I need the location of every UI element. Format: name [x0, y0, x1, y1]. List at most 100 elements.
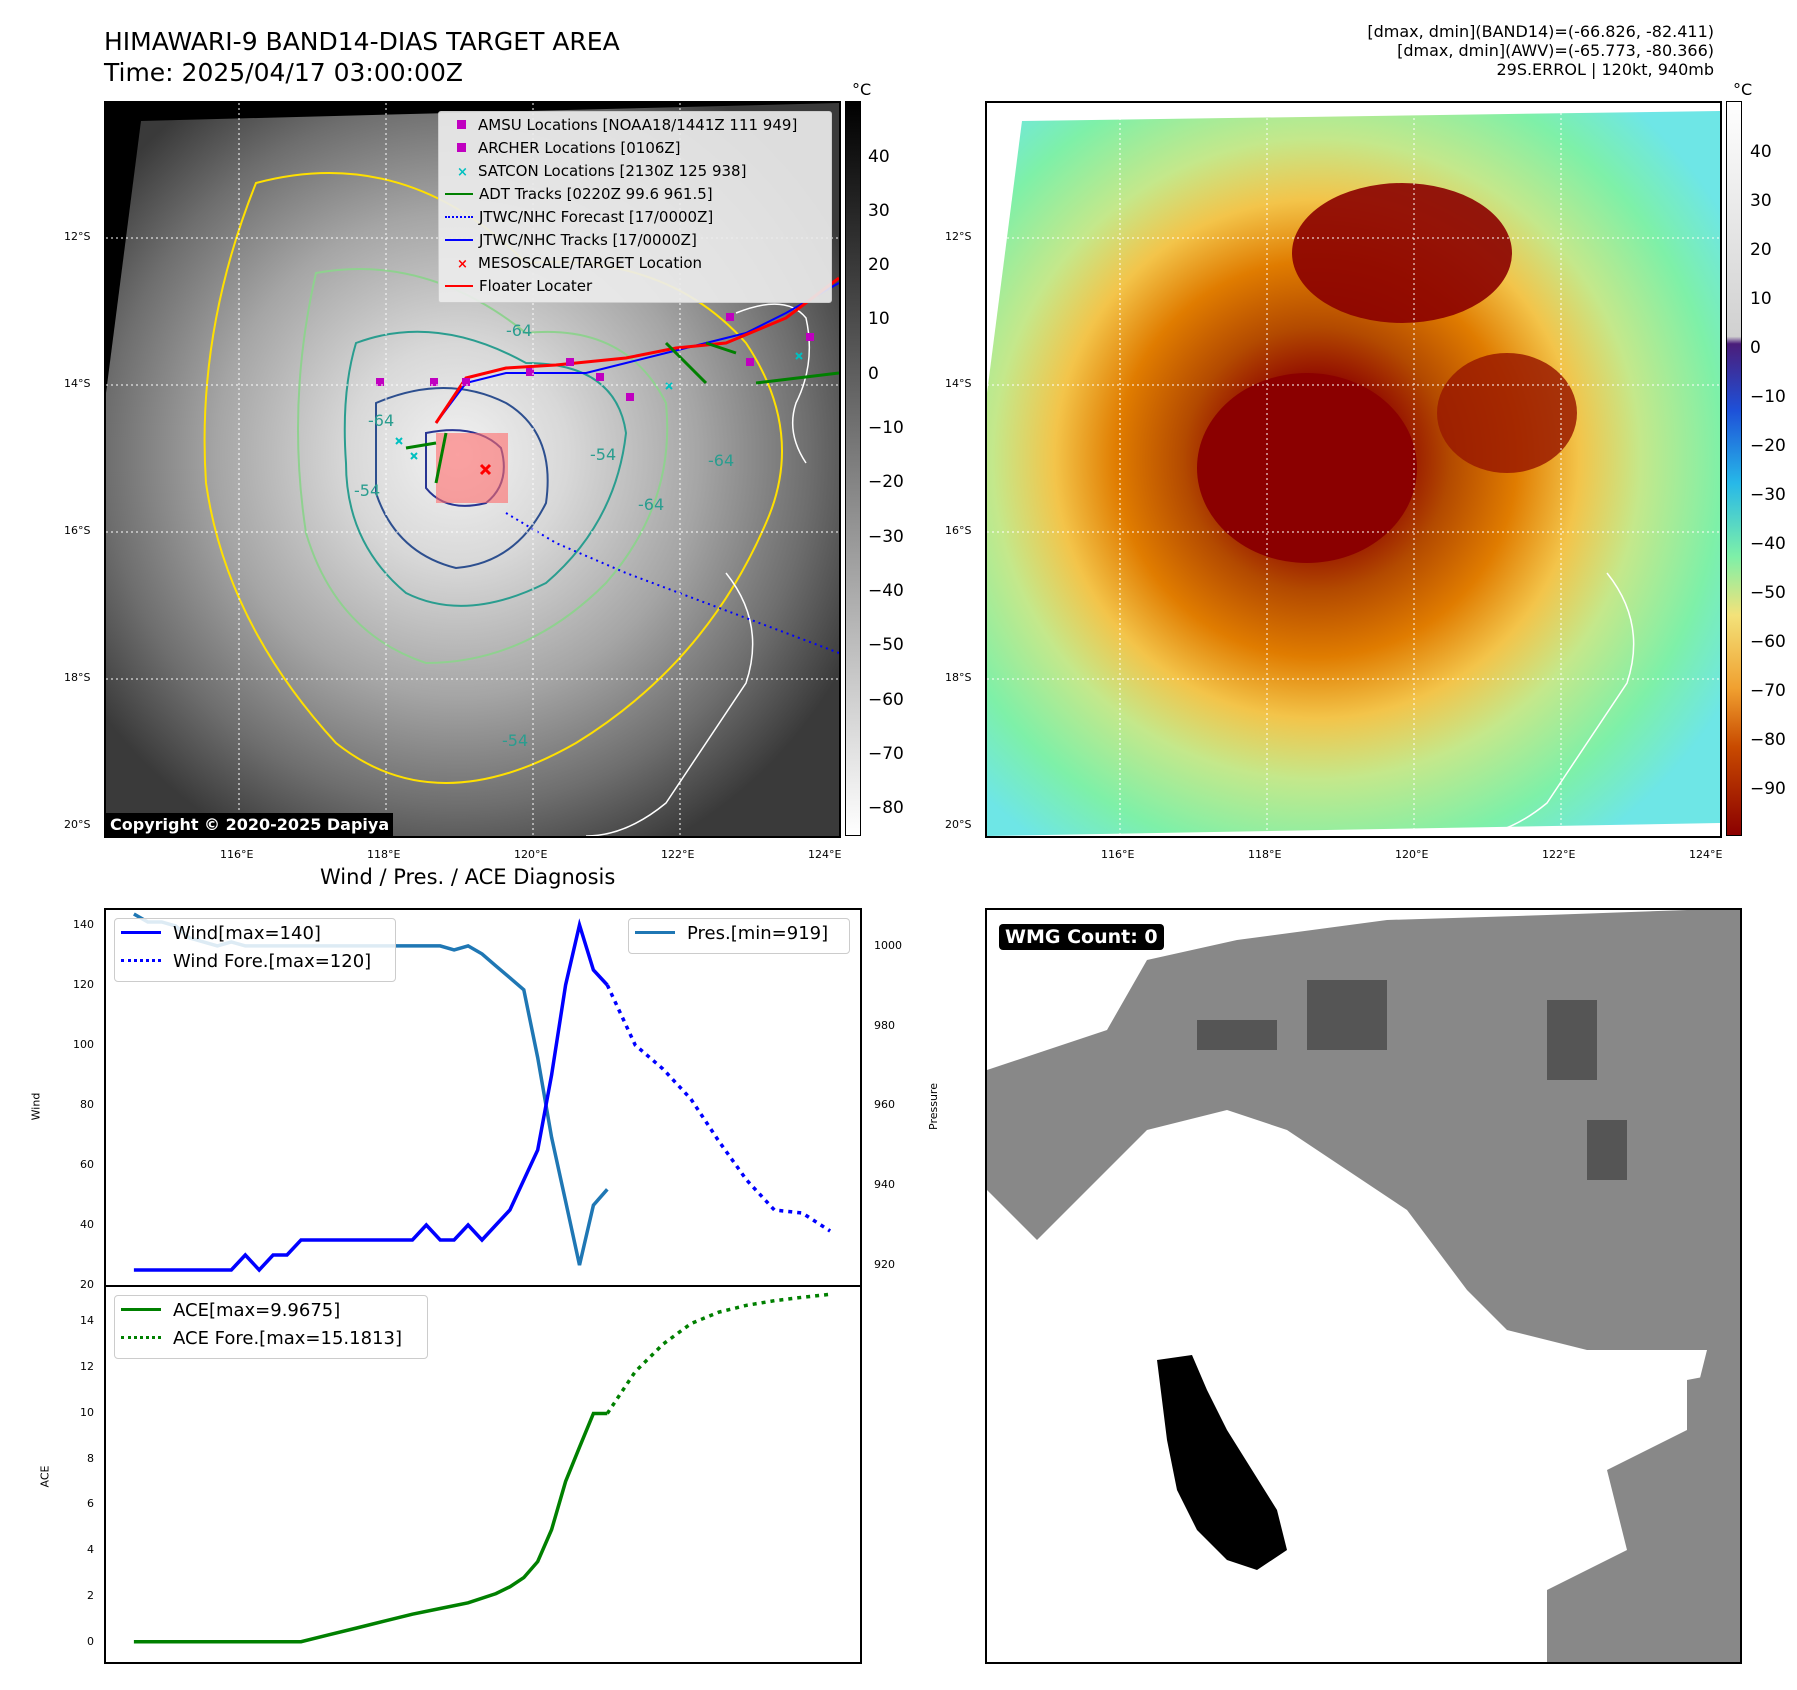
- pressure-tick-label: 940: [874, 1178, 895, 1192]
- awv-lon-120e: 120°E: [1395, 848, 1429, 861]
- cb-left-tick: −20: [868, 472, 904, 492]
- lon-label-122e: 122°E: [661, 848, 695, 861]
- amsu-square-icon: [457, 120, 466, 129]
- cb-left-tick: −70: [868, 744, 904, 764]
- cb-right-tick: −80: [1750, 730, 1786, 750]
- ace-line-icon: [121, 1308, 161, 1311]
- wind-legend: Wind[max=140] Wind Fore.[max=120]: [114, 918, 396, 982]
- pressure-line-icon: [635, 931, 675, 934]
- lon-label-124e: 124°E: [808, 848, 842, 861]
- legend-wind-label: Wind[max=140]: [173, 923, 321, 944]
- awv-gridlines: [987, 103, 1720, 836]
- wind-tick-label: 120: [73, 978, 94, 991]
- wind-series-line: [133, 918, 609, 1273]
- colorbar-left-unit: °C: [852, 80, 872, 99]
- legend-ace-label: ACE[max=9.9675]: [173, 1300, 341, 1321]
- ace-tick-label: 6: [87, 1497, 94, 1511]
- cb-right-tick: −20: [1750, 436, 1786, 456]
- cb-right-tick: −10: [1750, 387, 1786, 407]
- wind-axis-label: Wind: [29, 1092, 43, 1121]
- copyright-badge: Copyright © 2020-2025 Dapiya: [106, 813, 394, 836]
- cb-left-tick: −40: [868, 581, 904, 601]
- wind-tick-label: 80: [80, 1098, 94, 1111]
- lat-label-14s: 14°S: [64, 377, 91, 390]
- contour-label-7: -54: [502, 731, 529, 750]
- awv-imagery: [987, 103, 1720, 836]
- ace-forecast-series-line: [605, 1292, 831, 1415]
- ace-tick-label: 2: [87, 1588, 94, 1602]
- contour-label-1: -64: [368, 411, 395, 430]
- jtwc-forecast-line: [505, 512, 839, 654]
- ace-axis-label: ACE: [38, 1465, 52, 1488]
- forecast-dotted-icon: [445, 216, 473, 218]
- ace-yticks: 0 2 4 6 8 10 12 14: [56, 1287, 100, 1660]
- legend-floater: Floater Locater: [445, 277, 592, 295]
- plot-title: HIMAWARI-9 BAND14-DIAS TARGET AREA Time:…: [104, 26, 620, 88]
- wind-tick-label: 100: [73, 1038, 94, 1051]
- wind-tick-label: 140: [73, 918, 94, 931]
- map-legend: AMSU Locations [NOAA18/1441Z 111 949] AR…: [438, 111, 832, 303]
- legend-adt: ADT Tracks [0220Z 99.6 961.5]: [445, 185, 713, 203]
- ace-series-line: [133, 1411, 608, 1644]
- jtwc-line-icon: [445, 239, 473, 241]
- awv-lon-124e: 124°E: [1689, 848, 1723, 861]
- lat-label-20s: 20°S: [64, 818, 91, 831]
- cb-left-tick: 0: [868, 364, 879, 384]
- pressure-tick-label: 1000: [874, 938, 902, 952]
- pressure-tick-label: 960: [874, 1098, 895, 1112]
- cb-left-tick: 30: [868, 201, 890, 221]
- contour-label-5: -64: [638, 495, 665, 514]
- awv-lat-20s: 20°S: [945, 818, 972, 831]
- wind-tick-label: 60: [80, 1158, 94, 1171]
- floater-locater-line: [434, 276, 839, 424]
- cb-right-tick: 30: [1750, 191, 1772, 211]
- wind-tick-label: 20: [80, 1278, 94, 1291]
- pressure-tick-label: 980: [874, 1018, 895, 1032]
- legend-archer-label: ARCHER Locations [0106Z]: [478, 139, 681, 157]
- colorbar-right-unit: °C: [1733, 80, 1753, 99]
- legend-forecast: JTWC/NHC Forecast [17/0000Z]: [445, 208, 713, 226]
- ace-tick-label: 4: [87, 1543, 94, 1557]
- cb-left-tick: −50: [868, 635, 904, 655]
- cb-right-tick: 20: [1750, 240, 1772, 260]
- lat-label-12s: 12°S: [64, 230, 91, 243]
- awv-lat-16s: 16°S: [945, 524, 972, 537]
- legend-mesoscale-label: MESOSCALE/TARGET Location: [478, 254, 703, 272]
- cb-left-tick: 10: [868, 309, 890, 329]
- band14-stats: [dmax, dmin](BAND14)=(-66.826, -82.411): [1367, 22, 1714, 41]
- jtwc-track-line: [435, 282, 839, 424]
- legend-wind-forecast: Wind Fore.[max=120]: [121, 951, 371, 972]
- lon-label-120e: 120°E: [514, 848, 548, 861]
- pressure-yticks: 920 940 960 980 1000: [870, 910, 930, 1285]
- legend-pressure: Pres.[min=919]: [635, 923, 828, 944]
- title-line-2: Time: 2025/04/17 03:00:00Z: [104, 58, 463, 87]
- legend-adt-label: ADT Tracks [0220Z 99.6 961.5]: [479, 185, 713, 203]
- satcon-markers: [395, 352, 803, 460]
- lon-label-118e: 118°E: [367, 848, 401, 861]
- awv-lon-118e: 118°E: [1248, 848, 1282, 861]
- legend-wind-forecast-label: Wind Fore.[max=120]: [173, 951, 372, 972]
- awv-map-panel: [985, 101, 1722, 838]
- legend-jtwc-label: JTWC/NHC Tracks [17/0000Z]: [479, 231, 697, 249]
- adt-line-icon: [445, 193, 473, 195]
- lon-label-116e: 116°E: [220, 848, 254, 861]
- storm-info: 29S.ERROL | 120kt, 940mb: [1496, 60, 1714, 79]
- legend-satcon: × SATCON Locations [2130Z 125 938]: [445, 162, 746, 180]
- contour-label-4: -54: [590, 445, 617, 464]
- legend-floater-label: Floater Locater: [479, 277, 593, 295]
- legend-amsu-label: AMSU Locations [NOAA18/1441Z 111 949]: [478, 116, 798, 134]
- cb-left-tick: −10: [868, 418, 904, 438]
- diagnosis-divider: [104, 1285, 860, 1287]
- diagnosis-title: Wind / Pres. / ACE Diagnosis: [320, 865, 616, 889]
- ir-map-panel: -64 -54 -64 -54 -64 -64 -54 AMSU Locatio…: [104, 101, 841, 838]
- ace-legend: ACE[max=9.9675] ACE Fore.[max=15.1813]: [114, 1295, 428, 1359]
- legend-forecast-label: JTWC/NHC Forecast [17/0000Z]: [479, 208, 714, 226]
- awv-lat-18s: 18°S: [945, 671, 972, 684]
- contour-label-3: -64: [506, 321, 533, 340]
- ace-tick-label: 10: [80, 1405, 94, 1419]
- wmg-panel: WMG Count: 0: [985, 908, 1742, 1664]
- map-gridlines: [106, 103, 839, 836]
- cb-left-tick: 20: [868, 255, 890, 275]
- legend-satcon-label: SATCON Locations [2130Z 125 938]: [478, 162, 747, 180]
- cb-right-tick: −90: [1750, 779, 1786, 799]
